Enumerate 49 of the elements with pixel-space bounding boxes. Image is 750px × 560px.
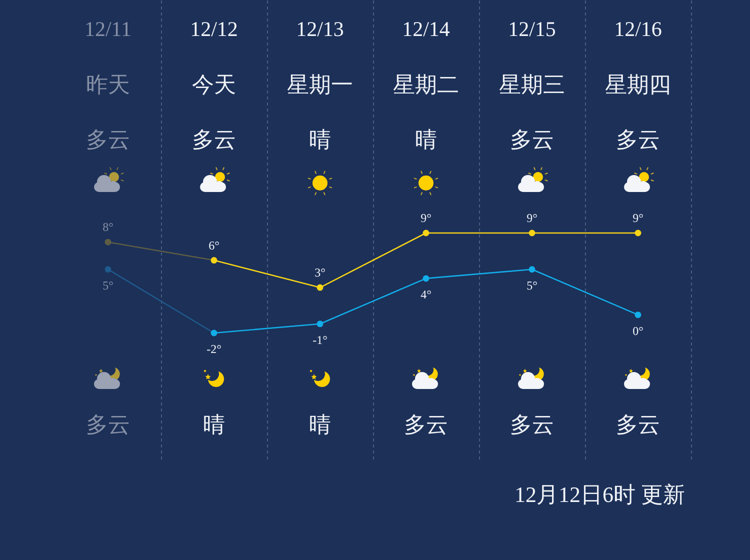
x-tick-label: 12/11 — [84, 17, 132, 41]
data-label: 9° — [526, 211, 538, 225]
point — [104, 238, 112, 246]
x-tick-label: 12/12 — [190, 17, 238, 41]
point — [528, 230, 536, 236]
text: 晴 — [309, 127, 331, 152]
data-label: 6° — [208, 238, 220, 252]
text: 多云 — [510, 412, 554, 437]
point — [422, 275, 430, 282]
point — [316, 320, 324, 328]
point — [634, 312, 642, 318]
point — [528, 266, 536, 273]
point — [634, 230, 642, 236]
point — [104, 266, 112, 273]
data-label: -2° — [206, 342, 222, 356]
data-label: -1° — [312, 332, 328, 347]
text: 多云 — [86, 127, 130, 152]
text: 12月12日6时 更新 — [514, 482, 685, 507]
data-label: 3° — [314, 266, 326, 280]
data-label: 0° — [632, 324, 644, 338]
x-tick-label: 12/14 — [402, 17, 450, 41]
data-label: 5° — [526, 278, 538, 292]
text: 多云 — [616, 127, 660, 152]
data-label: 5° — [102, 278, 114, 292]
data-label: 8° — [102, 220, 114, 234]
text: 多云 — [616, 412, 660, 437]
text: 多云 — [86, 412, 130, 437]
text: 今天 — [192, 72, 236, 97]
text: 星期三 — [499, 72, 565, 97]
data-label: 4° — [420, 287, 432, 302]
x-tick-label: 12/16 — [614, 17, 662, 41]
text: 晴 — [309, 412, 331, 437]
text: 晴 — [415, 127, 437, 152]
text: 晴 — [203, 412, 225, 437]
data-label: 9° — [420, 211, 432, 225]
point — [422, 230, 430, 236]
point — [210, 330, 218, 336]
point — [210, 257, 218, 264]
point — [316, 284, 324, 291]
text: 多云 — [404, 412, 448, 437]
x-tick-label: 12/13 — [296, 17, 344, 41]
text: 星期一 — [287, 72, 353, 97]
text: 星期四 — [605, 72, 671, 97]
text: 多云 — [510, 127, 554, 152]
data-label: 9° — [632, 211, 644, 225]
x-tick-label: 12/15 — [508, 17, 556, 41]
text: 星期二 — [393, 72, 459, 97]
text: 多云 — [192, 127, 236, 152]
text: 昨天 — [86, 72, 130, 97]
